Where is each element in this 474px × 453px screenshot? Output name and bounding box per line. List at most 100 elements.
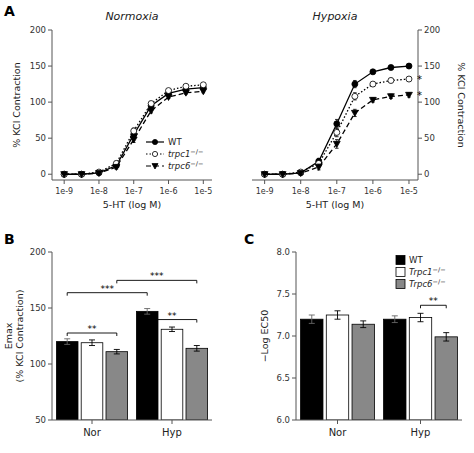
bar — [384, 319, 406, 420]
marker — [279, 172, 286, 178]
legend-text: WT — [409, 255, 423, 265]
y-tick — [292, 420, 296, 421]
y-tick — [292, 336, 296, 337]
marker — [315, 164, 322, 170]
y-tick — [48, 66, 52, 67]
panel: Hypoxia1e-91e-81e-71e-61e-55-HT (log M)0… — [252, 10, 467, 210]
figure: Normoxia1e-91e-81e-71e-61e-55-HT (log M)… — [0, 0, 474, 453]
y-tick-label: 150 — [424, 61, 440, 71]
bar — [161, 329, 183, 420]
overlay: NorHyp50100150200Emax(% KCl Contraction)… — [3, 231, 212, 438]
x-tick — [203, 180, 204, 184]
y-tick — [48, 174, 52, 175]
marker — [166, 88, 172, 94]
category-label: Nor — [329, 427, 348, 438]
legend-text-part: Trpc1 — [409, 267, 433, 277]
y-tick-label: 100 — [30, 359, 46, 369]
marker — [61, 171, 67, 177]
legend-text-part: trpc1 — [168, 149, 190, 159]
x-tick-label: 1e-9 — [256, 187, 274, 196]
x-axis-line — [52, 420, 212, 421]
y-axis-label: (% KCl Contraction) — [14, 290, 25, 383]
y-tick-label: 150 — [30, 303, 46, 313]
marker — [388, 94, 395, 100]
x-axis-line — [252, 180, 418, 181]
legend-text-part: trpc6 — [168, 161, 191, 171]
panel-label: C — [244, 231, 254, 247]
series-line — [265, 95, 409, 174]
x-tick — [64, 180, 65, 184]
bar — [186, 348, 208, 420]
marker — [352, 81, 358, 87]
bar — [81, 343, 103, 420]
y-axis-label: Emax — [3, 322, 14, 349]
legend-text-part: Trpc6 — [409, 279, 433, 289]
x-tick-label: 1e-9 — [55, 187, 73, 196]
legend-swatch — [396, 268, 405, 277]
y-tick-label: 7.0 — [276, 331, 290, 341]
legend-text: trpc6−/− — [168, 160, 203, 171]
significance-label: ** — [88, 324, 98, 334]
error-bar — [169, 327, 175, 331]
y-tick — [292, 252, 296, 253]
plot-area — [61, 82, 207, 178]
marker — [131, 128, 137, 134]
bar — [136, 311, 158, 420]
x-tick — [98, 180, 99, 184]
x-tick — [420, 420, 421, 424]
error-bar — [443, 333, 449, 341]
x-tick-label: 1e-7 — [328, 187, 346, 196]
y-axis-line — [52, 30, 53, 180]
bar — [409, 318, 431, 420]
y-tick — [48, 138, 52, 139]
category-label: Hyp — [411, 427, 431, 438]
marker — [165, 94, 172, 100]
x-axis-line — [296, 420, 462, 421]
significance-label: *** — [150, 271, 164, 281]
x-tick — [336, 180, 337, 184]
panel: NorHyp50100150200Emax(% KCl Contraction)… — [3, 231, 212, 438]
y-tick-label: 7.5 — [276, 289, 290, 299]
y-tick — [48, 30, 52, 31]
x-tick — [133, 180, 134, 184]
category-label: Hyp — [162, 427, 182, 438]
marker — [183, 83, 189, 89]
y-tick-label: 50 — [424, 133, 435, 143]
legend-marker — [152, 164, 158, 169]
marker — [370, 69, 376, 75]
y-tick-label: 50 — [35, 415, 46, 425]
error-bar — [335, 311, 341, 319]
legend-text-superscript: −/− — [190, 160, 203, 168]
error-bar — [144, 309, 150, 315]
legend-text-superscript: −/− — [190, 148, 203, 156]
x-tick — [372, 180, 373, 184]
overlay: Normoxia1e-91e-81e-71e-61e-55-HT (log M)… — [4, 3, 212, 210]
marker — [261, 172, 268, 178]
y-axis-line — [418, 30, 419, 180]
error-bar — [392, 316, 398, 323]
y-tick — [292, 294, 296, 295]
y-tick — [48, 420, 52, 421]
overlay: NorHyp6.06.57.07.58.0−Log EC50C**WTTrpc1… — [244, 231, 462, 438]
x-tick-label: 1e-6 — [364, 187, 382, 196]
annotation: * — [417, 74, 422, 85]
y-axis-label: % KCl Contraction — [456, 62, 467, 147]
y-tick-label: 0 — [41, 169, 46, 179]
legend-text: Trpc6−/− — [409, 278, 446, 289]
marker — [280, 171, 286, 177]
marker — [200, 89, 207, 95]
marker — [370, 81, 376, 87]
y-tick — [48, 102, 52, 103]
error-bar — [89, 340, 95, 346]
y-tick — [418, 102, 422, 103]
plot-area — [261, 63, 412, 178]
x-tick — [168, 180, 169, 184]
y-tick-label: 6.5 — [276, 373, 290, 383]
series-line — [64, 85, 203, 174]
x-tick-label: 1e-8 — [90, 187, 108, 196]
x-tick-label: 1e-5 — [400, 187, 418, 196]
y-tick-label: 8.0 — [276, 247, 290, 257]
marker — [96, 171, 103, 177]
legend-text-superscript: −/− — [433, 278, 446, 286]
marker — [298, 170, 304, 176]
